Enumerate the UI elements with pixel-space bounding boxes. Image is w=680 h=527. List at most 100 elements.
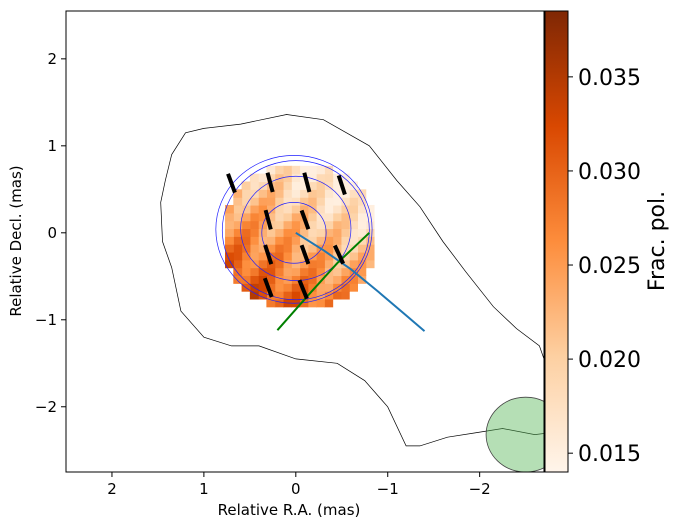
pixel <box>249 275 259 284</box>
x-tick-label: −1 <box>377 480 399 498</box>
pixel <box>274 204 284 214</box>
evpa-stick <box>299 244 311 265</box>
pixel <box>291 283 301 292</box>
colorbar-label: Frac. pol. <box>645 191 670 291</box>
pixel <box>307 181 317 190</box>
evpa-stick <box>336 174 347 196</box>
pixel <box>249 212 259 222</box>
pixel <box>307 275 317 284</box>
pixel <box>274 251 284 261</box>
pixel <box>349 220 358 230</box>
stokes-i-outer-contour <box>160 114 544 447</box>
pixel <box>233 251 243 261</box>
pixel <box>258 283 267 292</box>
pixel <box>332 291 342 300</box>
pixel <box>299 275 309 284</box>
x-tick-label: −2 <box>469 480 491 498</box>
pixel <box>340 259 350 269</box>
pixel <box>340 283 350 292</box>
pixel <box>307 228 317 237</box>
pixel <box>307 212 317 222</box>
pixel <box>340 181 350 190</box>
pixel <box>340 197 350 206</box>
pixel <box>282 228 292 237</box>
pixel <box>307 220 317 230</box>
pixel <box>266 228 276 237</box>
pixel <box>274 259 284 269</box>
pixel <box>324 251 334 261</box>
pixel <box>316 228 325 237</box>
pixel <box>324 189 334 198</box>
colorbar-tick-label: 0.025 <box>578 254 641 279</box>
pixel <box>324 283 334 292</box>
pixel <box>357 220 367 230</box>
pixel <box>332 228 342 237</box>
pixel <box>357 275 367 284</box>
pixel <box>291 165 301 175</box>
pixel <box>324 244 334 253</box>
pixel <box>349 181 358 190</box>
pixel <box>307 165 317 175</box>
pixel <box>324 165 334 175</box>
pixel <box>349 251 358 261</box>
pixel <box>241 267 251 277</box>
pixel <box>307 267 317 277</box>
pixel <box>282 181 292 190</box>
pixel <box>340 228 350 237</box>
pixel <box>258 173 267 183</box>
pixel <box>233 244 243 253</box>
pixel <box>365 204 375 214</box>
pixel <box>307 173 317 183</box>
x-tick-label: 1 <box>199 480 209 498</box>
pixel <box>233 275 243 284</box>
pixel <box>282 251 292 261</box>
y-tick-label: −1 <box>35 311 57 329</box>
pixel <box>241 244 251 253</box>
pixel <box>365 236 375 245</box>
plot-area <box>160 114 544 472</box>
pixel <box>291 204 301 214</box>
beam-ellipse <box>485 396 544 472</box>
pixel <box>307 236 317 245</box>
pixel <box>307 244 317 253</box>
pixel <box>349 212 358 222</box>
pixel <box>365 251 375 261</box>
pixel <box>266 244 276 253</box>
y-tick-label: 0 <box>47 224 57 242</box>
pixel <box>291 291 301 300</box>
pixel <box>291 236 301 245</box>
pixel <box>241 236 251 245</box>
pixel <box>274 275 284 284</box>
pixel <box>340 204 350 214</box>
pixel <box>357 244 367 253</box>
pixel <box>332 236 342 245</box>
evpa-stick <box>226 173 237 194</box>
pixel <box>316 212 325 222</box>
pixel <box>357 251 367 261</box>
pixel <box>307 197 317 206</box>
pixel <box>241 197 251 206</box>
pixel <box>316 251 325 261</box>
pixel <box>357 228 367 237</box>
pixel <box>291 212 301 222</box>
y-tick-label: 1 <box>47 137 57 155</box>
pixel <box>307 291 317 300</box>
pixel <box>274 236 284 245</box>
pixel <box>233 228 243 237</box>
pixel <box>241 181 251 190</box>
pixel <box>324 197 334 206</box>
pixel <box>274 212 284 222</box>
pixel <box>274 283 284 292</box>
pixel <box>332 283 342 292</box>
pixel <box>357 204 367 214</box>
colorbar-tick-label: 0.020 <box>578 348 641 373</box>
pixel <box>241 228 251 237</box>
pixel <box>282 283 292 292</box>
pixel <box>274 197 284 206</box>
pixel <box>365 212 375 222</box>
pixel <box>225 244 234 253</box>
pixel <box>357 212 367 222</box>
pixel <box>291 181 301 190</box>
pixel <box>316 291 325 300</box>
pixel <box>249 220 259 230</box>
